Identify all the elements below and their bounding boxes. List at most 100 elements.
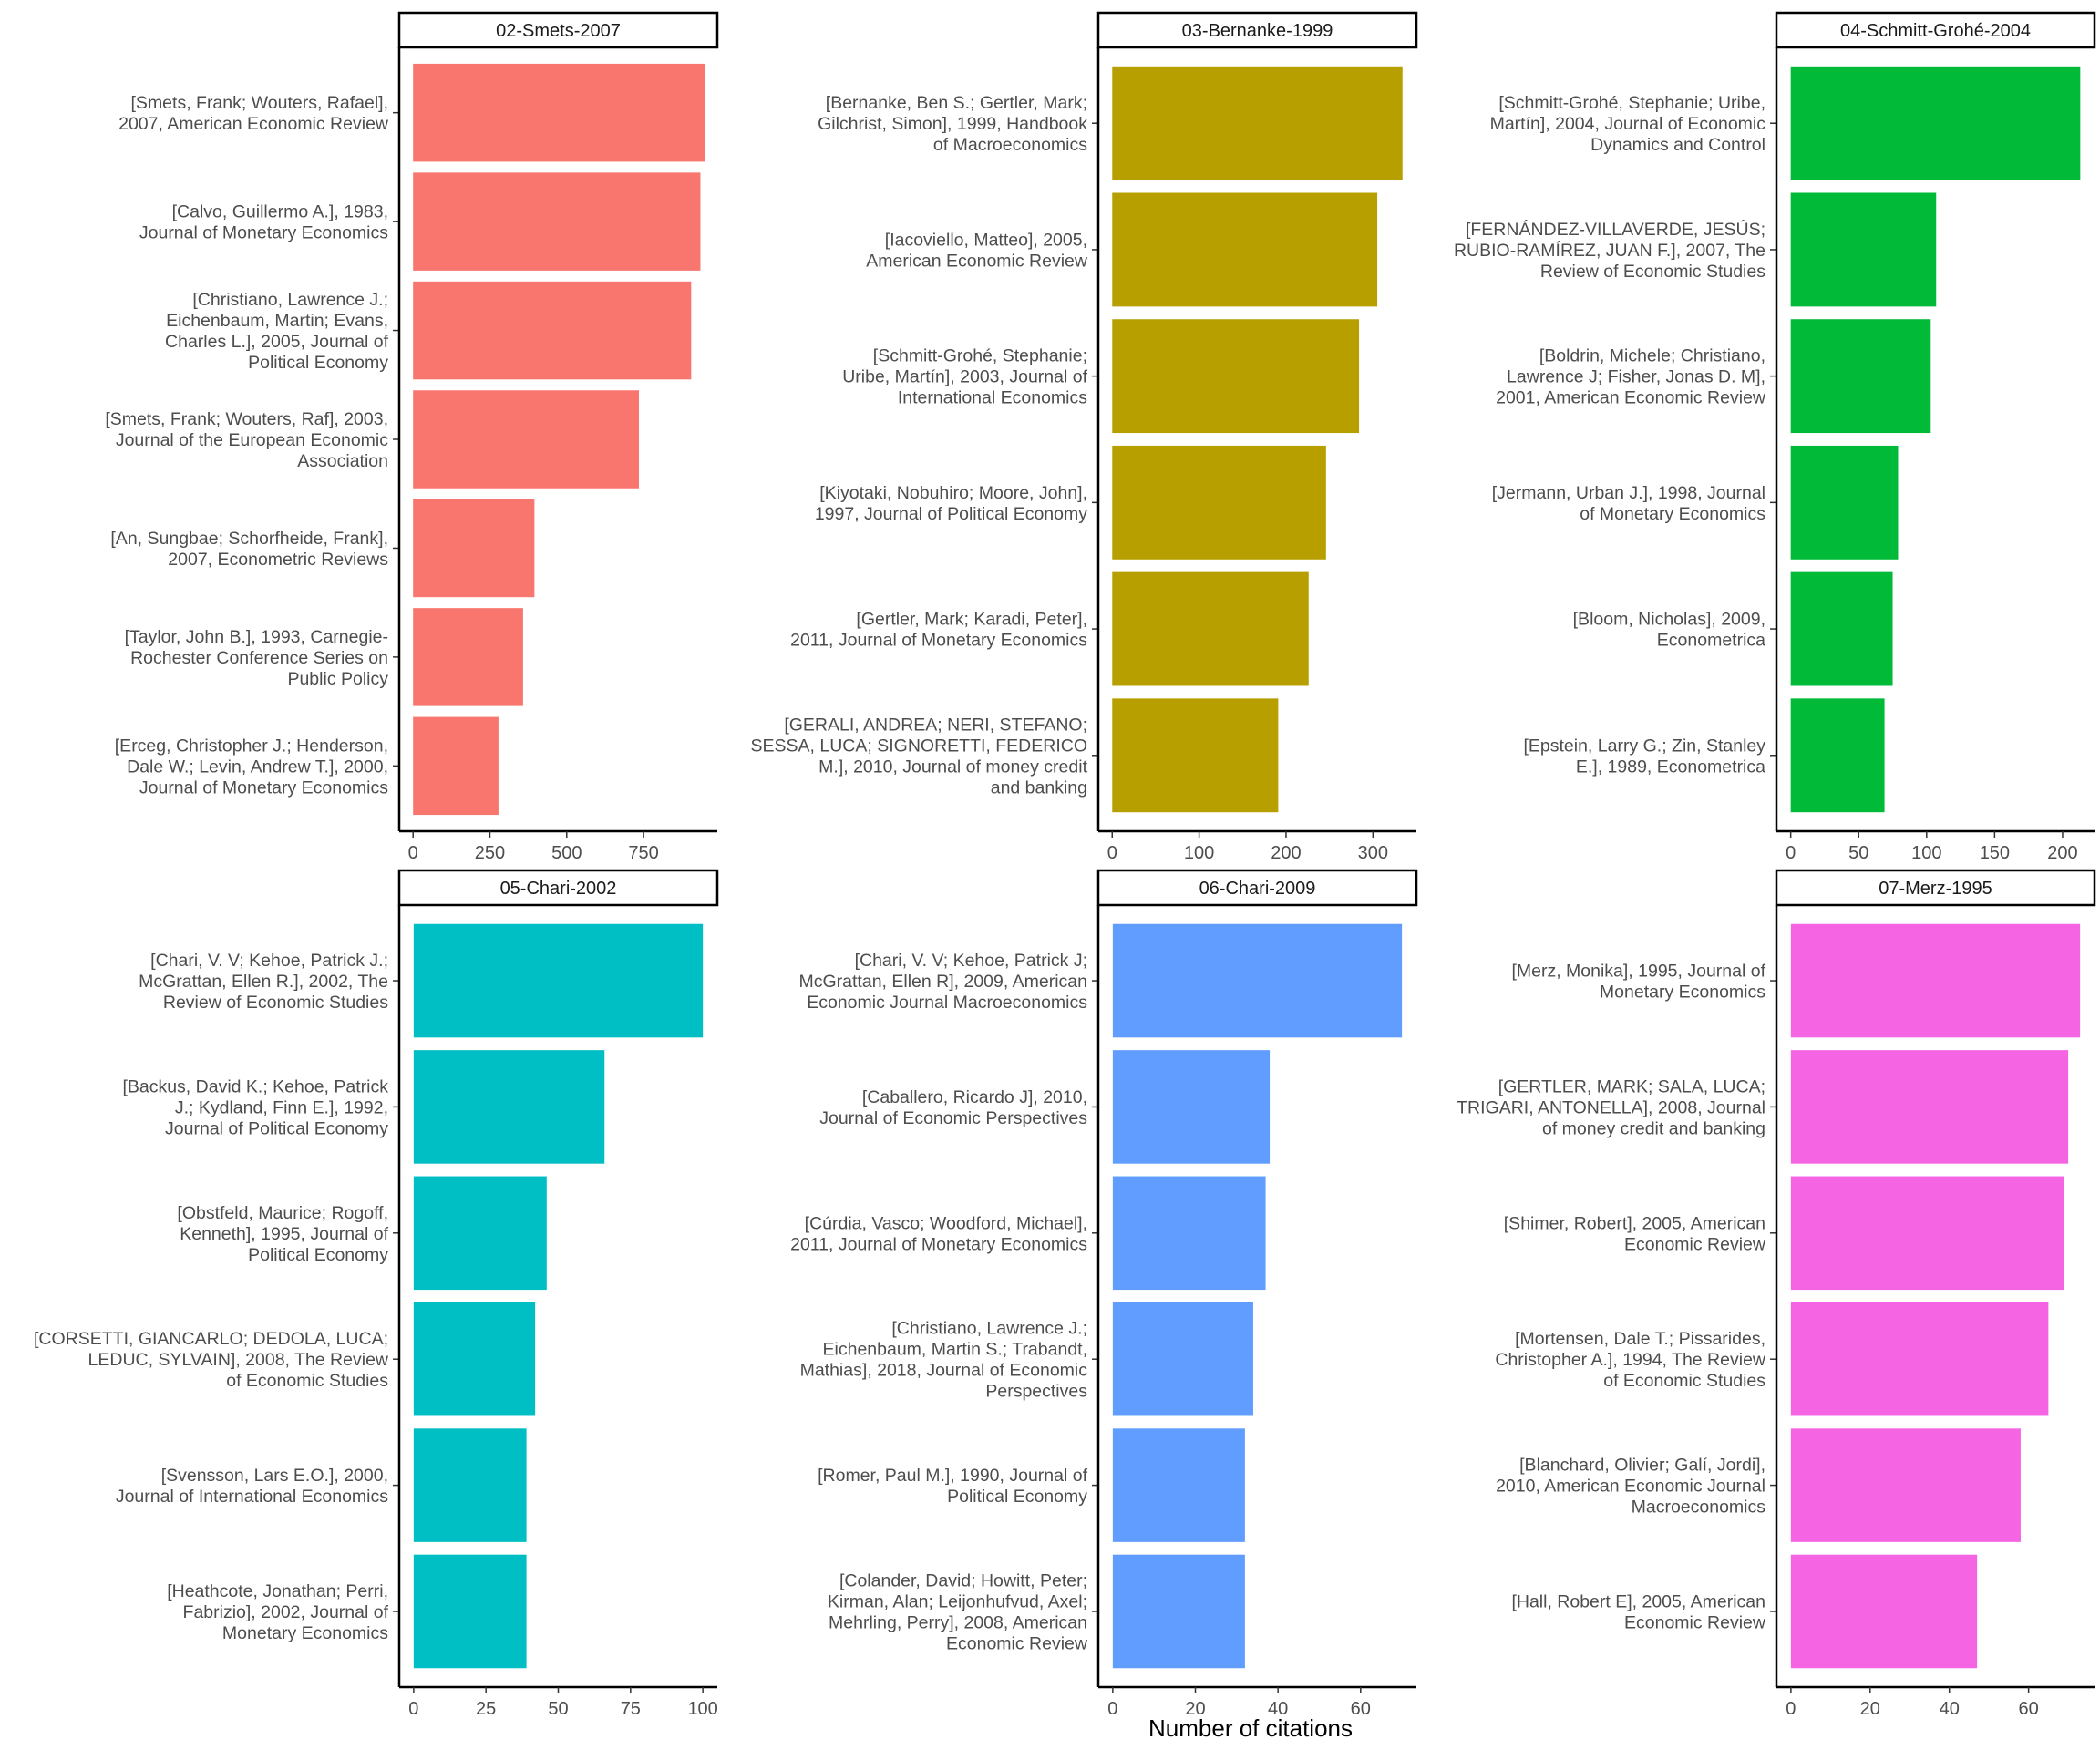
category-label-line: 2011, Journal of Monetary Economics — [790, 631, 1087, 651]
x-tick-label: 300 — [1358, 843, 1388, 863]
bar-5 — [1112, 1428, 1245, 1542]
category-label-line: Public Policy — [287, 669, 388, 689]
bar-5 — [1790, 1428, 2021, 1542]
category-label-line: Economic Review — [1624, 1234, 1766, 1254]
category-label-line: [GERALI, ANDREA; NERI, STEFANO; — [784, 715, 1087, 735]
x-tick-label: 20 — [1860, 1699, 1880, 1719]
category-label: [Erceg, Christopher J.; Henderson, Dale W… — [115, 736, 388, 798]
category-label-line: Christopher A.], 1994, The Review — [1495, 1350, 1766, 1370]
category-label-line: Uribe, Martín], 2003, Journal of — [842, 367, 1087, 387]
x-tick-label: 200 — [2047, 843, 2077, 863]
facet-strip — [1775, 11, 2096, 49]
x-tick-label: 60 — [1351, 1699, 1371, 1719]
bar-3 — [1112, 1176, 1266, 1291]
category-label-line: Journal of Economic Perspectives — [819, 1108, 1087, 1128]
category-label: [Kiyotaki, Nobuhiro; Moore, John], 1997, … — [815, 483, 1087, 524]
category-label-line: 2010, American Economic Journal — [1496, 1477, 1765, 1497]
panel-04-schmitt-groh-2004: 04-Schmitt-Grohé-2004 [Schmitt-Grohé, Ste… — [1454, 11, 2096, 863]
bar-3 — [1790, 1176, 2064, 1291]
category-label: [CORSETTI, GIANCARLO; DEDOLA, LUCA; LEDUC… — [34, 1329, 389, 1391]
bar-6 — [413, 1554, 527, 1669]
x-tick-label: 100 — [687, 1699, 717, 1719]
category-label: [Bernanke, Ben S.; Gertler, Mark; Gilchri… — [818, 93, 1087, 155]
x-tick-label: 0 — [1786, 1699, 1796, 1719]
category-label-line: Dynamics and Control — [1590, 135, 1765, 155]
category-label: [Merz, Monika], 1995, Journal of Monetary… — [1511, 962, 1765, 1003]
category-label-line: 1997, Journal of Political Economy — [815, 504, 1087, 524]
category-label-line: Kirman, Alan; Leijonhufvud, Axel; — [828, 1591, 1087, 1611]
category-label: [Shimer, Robert], 2005, American Economic… — [1504, 1213, 1766, 1254]
category-label-line: [GERTLER, MARK; SALA, LUCA; — [1498, 1076, 1765, 1096]
category-label-line: Macroeconomics — [1632, 1498, 1766, 1518]
category-label-line: E.], 1989, Econometrica — [1576, 757, 1765, 777]
x-tick-label: 750 — [628, 843, 658, 863]
panel-02-smets-2007: 02-Smets-2007 [Smets, Frank; Wouters, Raf… — [105, 11, 719, 863]
x-tick-label: 200 — [1271, 843, 1301, 863]
category-label-line: Dale W.; Levin, Andrew T.], 2000, — [127, 757, 388, 777]
category-label-line: [Bernanke, Ben S.; Gertler, Mark; — [826, 93, 1087, 113]
category-label-line: 2011, Journal of Monetary Economics — [790, 1234, 1087, 1254]
category-label-line: Rochester Conference Series on — [130, 648, 388, 668]
category-label-line: Economic Review — [1624, 1612, 1766, 1632]
x-tick-label: 0 — [408, 1699, 418, 1719]
category-label: [Christiano, Lawrence J.; Eichenbaum, Mar… — [165, 290, 389, 373]
category-label-line: Monetary Economics — [1600, 983, 1765, 1003]
category-label-line: of Economic Studies — [1603, 1371, 1765, 1391]
category-label-line: Review of Economic Studies — [163, 993, 388, 1013]
category-label: [Chari, V. V; Kehoe, Patrick J.; McGratta… — [139, 951, 388, 1013]
category-label: [FERNÁNDEZ-VILLAVERDE, JESÚS; RUBIO-RAMÍR… — [1454, 219, 1765, 282]
x-tick-label: 500 — [551, 843, 582, 863]
category-label: [Smets, Frank; Wouters, Rafael], 2007, Am… — [118, 93, 389, 134]
bar-2 — [413, 172, 701, 271]
bar-6 — [1790, 1554, 1978, 1669]
category-label-line: Eichenbaum, Martin S.; Trabandt, — [823, 1340, 1087, 1360]
x-axis-title: Number of citations — [1148, 1714, 1353, 1742]
category-label-line: [Svensson, Lars E.O.], 2000, — [161, 1466, 388, 1486]
bar-4 — [1112, 445, 1326, 560]
category-label-line: [Blanchard, Olivier; Galí, Jordi], — [1519, 1456, 1765, 1476]
category-label: [Colander, David; Howitt, Peter; Kirman, … — [828, 1570, 1088, 1653]
category-label: [Romer, Paul M.], 1990, Journal of Politi… — [818, 1466, 1087, 1507]
x-tick-label: 250 — [475, 843, 505, 863]
category-label-line: Economic Journal Macroeconomics — [807, 993, 1087, 1013]
category-label-line: Lawrence J; Fisher, Jonas D. M], — [1507, 367, 1765, 387]
facet-title: 05-Chari-2002 — [500, 879, 617, 899]
category-label-line: 2007, American Economic Review — [118, 114, 389, 134]
bar-2 — [1112, 1050, 1271, 1164]
category-label: [Schmitt-Grohé, Stephanie; Uribe, Martín]… — [842, 346, 1087, 408]
category-label: [Smets, Frank; Wouters, Raf], 2003, Journ… — [105, 409, 388, 471]
x-tick-label: 0 — [1107, 1699, 1117, 1719]
facet-title: 03-Bernanke-1999 — [1182, 21, 1333, 41]
facet-title: 02-Smets-2007 — [496, 21, 621, 41]
category-label-line: LEDUC, SYLVAIN], 2008, The Review — [88, 1350, 389, 1370]
category-label: [Chari, V. V; Kehoe, Patrick J; McGrattan… — [799, 951, 1088, 1013]
bar-1 — [1112, 66, 1403, 180]
category-label: [Cúrdia, Vasco; Woodford, Michael], 2011,… — [790, 1213, 1087, 1254]
category-label: [Jermann, Urban J.], 1998, Journal of Mon… — [1492, 483, 1765, 524]
panel-07-merz-1995: 07-Merz-1995 [Merz, Monika], 1995, Journa… — [1457, 869, 2096, 1719]
category-label-line: [Epstein, Larry G.; Zin, Stanley — [1523, 736, 1765, 756]
bar-2 — [1790, 1050, 2069, 1164]
category-label-line: Political Economy — [248, 353, 388, 373]
x-tick-label: 0 — [1107, 843, 1117, 863]
bar-2 — [1112, 192, 1378, 307]
category-label-line: [An, Sungbae; Schorfheide, Frank], — [110, 529, 388, 549]
category-label-line: TRIGARI, ANTONELLA], 2008, Journal — [1457, 1097, 1765, 1117]
bar-6 — [1790, 698, 1885, 813]
category-label-line: [Backus, David K.; Kehoe, Patrick — [122, 1076, 388, 1096]
category-label-line: International Economics — [898, 388, 1087, 408]
category-label-line: of Monetary Economics — [1580, 504, 1765, 524]
category-label-line: [Jermann, Urban J.], 1998, Journal — [1492, 483, 1765, 503]
x-tick-label: 100 — [1184, 843, 1214, 863]
bar-3 — [413, 281, 692, 380]
bar-3 — [1790, 319, 1931, 434]
category-label: [Obstfeld, Maurice; Rogoff, Kenneth], 199… — [177, 1203, 388, 1265]
category-label: [Boldrin, Michele; Christiano, Lawrence J… — [1496, 346, 1766, 408]
category-label: [An, Sungbae; Schorfheide, Frank], 2007, … — [110, 529, 388, 570]
category-label-line: M.], 2010, Journal of money credit — [818, 757, 1087, 777]
category-label-line: Journal of Monetary Economics — [139, 223, 388, 243]
category-label-line: [Romer, Paul M.], 1990, Journal of — [818, 1466, 1087, 1486]
bar-6 — [1112, 698, 1279, 813]
facet-strip — [1775, 869, 2096, 907]
